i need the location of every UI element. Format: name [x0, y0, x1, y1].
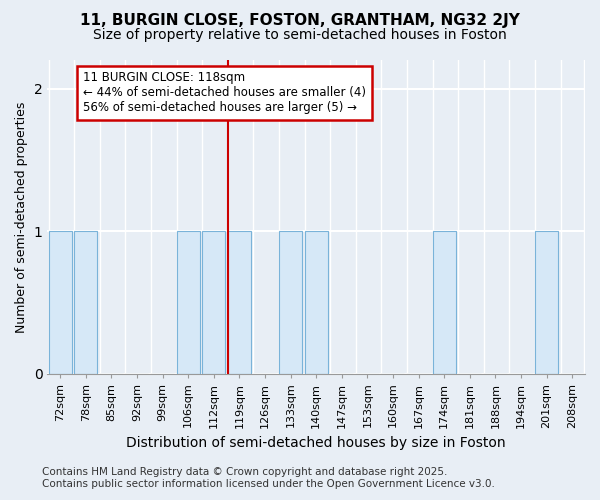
Bar [74, 231, 97, 374]
Text: Size of property relative to semi-detached houses in Foston: Size of property relative to semi-detach… [93, 28, 507, 42]
Bar [535, 231, 558, 374]
Bar [305, 231, 328, 374]
Bar [433, 231, 455, 374]
Bar [228, 231, 251, 374]
X-axis label: Distribution of semi-detached houses by size in Foston: Distribution of semi-detached houses by … [127, 436, 506, 450]
Bar [202, 231, 225, 374]
Bar [279, 231, 302, 374]
Bar [176, 231, 200, 374]
Text: 11 BURGIN CLOSE: 118sqm
← 44% of semi-detached houses are smaller (4)
56% of sem: 11 BURGIN CLOSE: 118sqm ← 44% of semi-de… [83, 72, 366, 114]
Bar [49, 231, 71, 374]
Y-axis label: Number of semi-detached properties: Number of semi-detached properties [15, 101, 28, 332]
Text: 11, BURGIN CLOSE, FOSTON, GRANTHAM, NG32 2JY: 11, BURGIN CLOSE, FOSTON, GRANTHAM, NG32… [80, 12, 520, 28]
Text: Contains HM Land Registry data © Crown copyright and database right 2025.
Contai: Contains HM Land Registry data © Crown c… [42, 468, 495, 489]
